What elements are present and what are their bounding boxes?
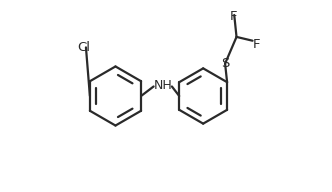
- Text: F: F: [230, 10, 237, 23]
- Text: F: F: [253, 38, 260, 51]
- Text: S: S: [221, 57, 229, 70]
- Text: Cl: Cl: [77, 41, 90, 54]
- Text: NH: NH: [153, 79, 172, 92]
